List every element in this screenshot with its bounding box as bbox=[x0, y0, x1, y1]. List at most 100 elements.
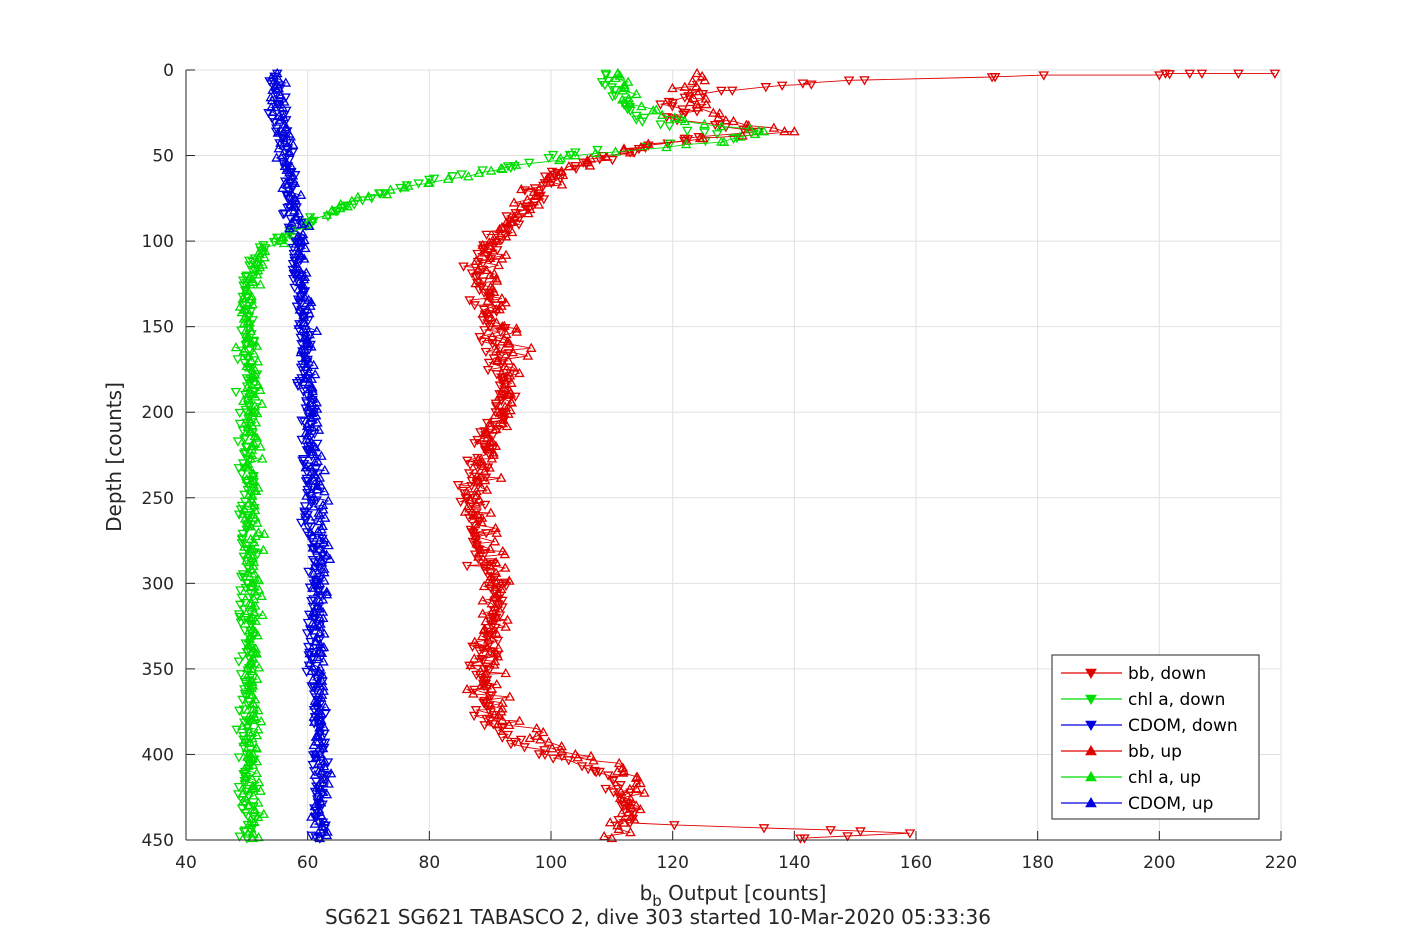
data-point bbox=[287, 139, 299, 149]
data-point bbox=[490, 577, 502, 588]
data-point bbox=[476, 512, 488, 522]
data-point bbox=[483, 358, 495, 369]
data-point bbox=[476, 630, 488, 641]
x-axis-label-sub: b bbox=[652, 892, 662, 910]
data-point bbox=[247, 577, 259, 588]
data-point bbox=[319, 512, 331, 522]
data-point bbox=[473, 646, 485, 657]
data-point bbox=[246, 290, 257, 301]
x-tick-label: 40 bbox=[175, 853, 197, 873]
data-point bbox=[302, 353, 313, 363]
data-point bbox=[259, 252, 270, 262]
data-point bbox=[462, 494, 473, 504]
data-point bbox=[505, 740, 517, 750]
data-point bbox=[243, 726, 255, 737]
data-point bbox=[480, 529, 492, 539]
data-point bbox=[538, 181, 549, 192]
data-point bbox=[543, 736, 555, 746]
data-point bbox=[241, 338, 253, 348]
data-point bbox=[237, 795, 249, 806]
legend: bb, down chl a, down CDOM, down bb, up chl a… bbox=[1051, 654, 1260, 820]
data-point bbox=[252, 630, 263, 640]
data-point bbox=[464, 296, 476, 306]
data-point bbox=[249, 430, 260, 441]
data-point bbox=[679, 115, 691, 126]
data-point bbox=[323, 778, 334, 788]
data-point bbox=[625, 826, 636, 837]
data-point bbox=[242, 330, 254, 341]
data-point bbox=[668, 821, 680, 831]
data-point bbox=[468, 711, 480, 722]
data-point bbox=[286, 217, 298, 227]
data-point bbox=[314, 646, 326, 656]
legend-box bbox=[1051, 654, 1260, 820]
data-point bbox=[243, 350, 254, 360]
data-point bbox=[279, 178, 291, 188]
data-point bbox=[314, 543, 326, 553]
data-point bbox=[489, 592, 501, 602]
data-point bbox=[656, 109, 668, 119]
data-point bbox=[375, 189, 386, 199]
data-point bbox=[501, 420, 513, 431]
data-point bbox=[312, 417, 323, 427]
data-point bbox=[238, 742, 249, 753]
data-point bbox=[608, 788, 619, 798]
data-point bbox=[289, 211, 301, 222]
data-point bbox=[301, 420, 313, 431]
data-point bbox=[310, 573, 322, 584]
data-point bbox=[352, 191, 364, 201]
y-tick-label: 150 bbox=[142, 318, 174, 338]
data-point bbox=[318, 656, 329, 666]
data-point bbox=[242, 381, 253, 392]
data-point bbox=[484, 252, 496, 263]
data-point bbox=[1269, 69, 1281, 79]
data-point bbox=[624, 147, 636, 157]
data-point bbox=[497, 414, 509, 424]
data-point bbox=[251, 407, 263, 418]
data-point bbox=[241, 671, 253, 682]
data-point bbox=[485, 584, 497, 595]
data-point bbox=[234, 613, 246, 623]
data-point bbox=[307, 542, 319, 552]
data-point bbox=[303, 220, 315, 230]
data-point bbox=[306, 412, 318, 423]
data-point bbox=[309, 560, 320, 571]
data-point bbox=[1184, 69, 1196, 79]
data-point bbox=[535, 734, 546, 744]
data-point bbox=[313, 803, 325, 814]
data-point bbox=[307, 674, 319, 684]
data-point bbox=[1233, 69, 1244, 79]
data-point bbox=[679, 81, 691, 91]
data-point bbox=[504, 691, 516, 701]
data-point bbox=[486, 453, 498, 463]
legend-marker bbox=[1085, 668, 1097, 680]
data-point bbox=[306, 665, 317, 675]
data-point bbox=[490, 556, 502, 567]
data-point bbox=[1196, 69, 1208, 79]
data-point bbox=[234, 408, 246, 419]
data-point bbox=[241, 555, 252, 565]
data-point bbox=[316, 689, 328, 699]
data-point bbox=[313, 758, 324, 768]
data-point bbox=[491, 317, 502, 327]
data-point bbox=[484, 573, 495, 584]
data-point bbox=[237, 395, 249, 406]
data-point bbox=[275, 89, 287, 100]
data-point bbox=[245, 453, 256, 463]
data-point bbox=[300, 462, 312, 472]
data-point bbox=[553, 154, 565, 165]
data-point bbox=[1038, 71, 1050, 81]
data-point bbox=[255, 441, 266, 451]
data-point bbox=[237, 529, 249, 540]
data-point bbox=[296, 416, 307, 426]
data-point bbox=[239, 390, 251, 401]
data-point bbox=[472, 453, 484, 463]
data-point bbox=[232, 437, 244, 447]
data-point bbox=[247, 714, 259, 725]
data-point bbox=[311, 632, 323, 642]
data-point bbox=[242, 828, 254, 838]
data-point bbox=[547, 754, 559, 764]
data-point bbox=[609, 85, 621, 96]
data-point bbox=[306, 373, 318, 383]
data-point bbox=[247, 703, 259, 713]
